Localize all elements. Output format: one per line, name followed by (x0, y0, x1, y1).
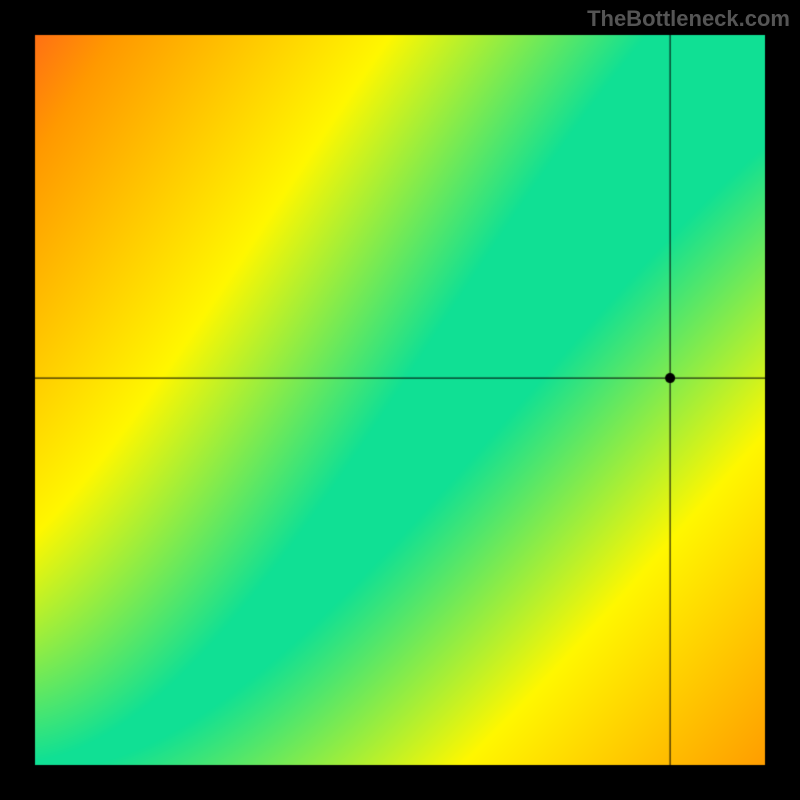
heatmap-canvas (0, 0, 800, 800)
chart-container: TheBottleneck.com (0, 0, 800, 800)
watermark-text: TheBottleneck.com (587, 6, 790, 32)
